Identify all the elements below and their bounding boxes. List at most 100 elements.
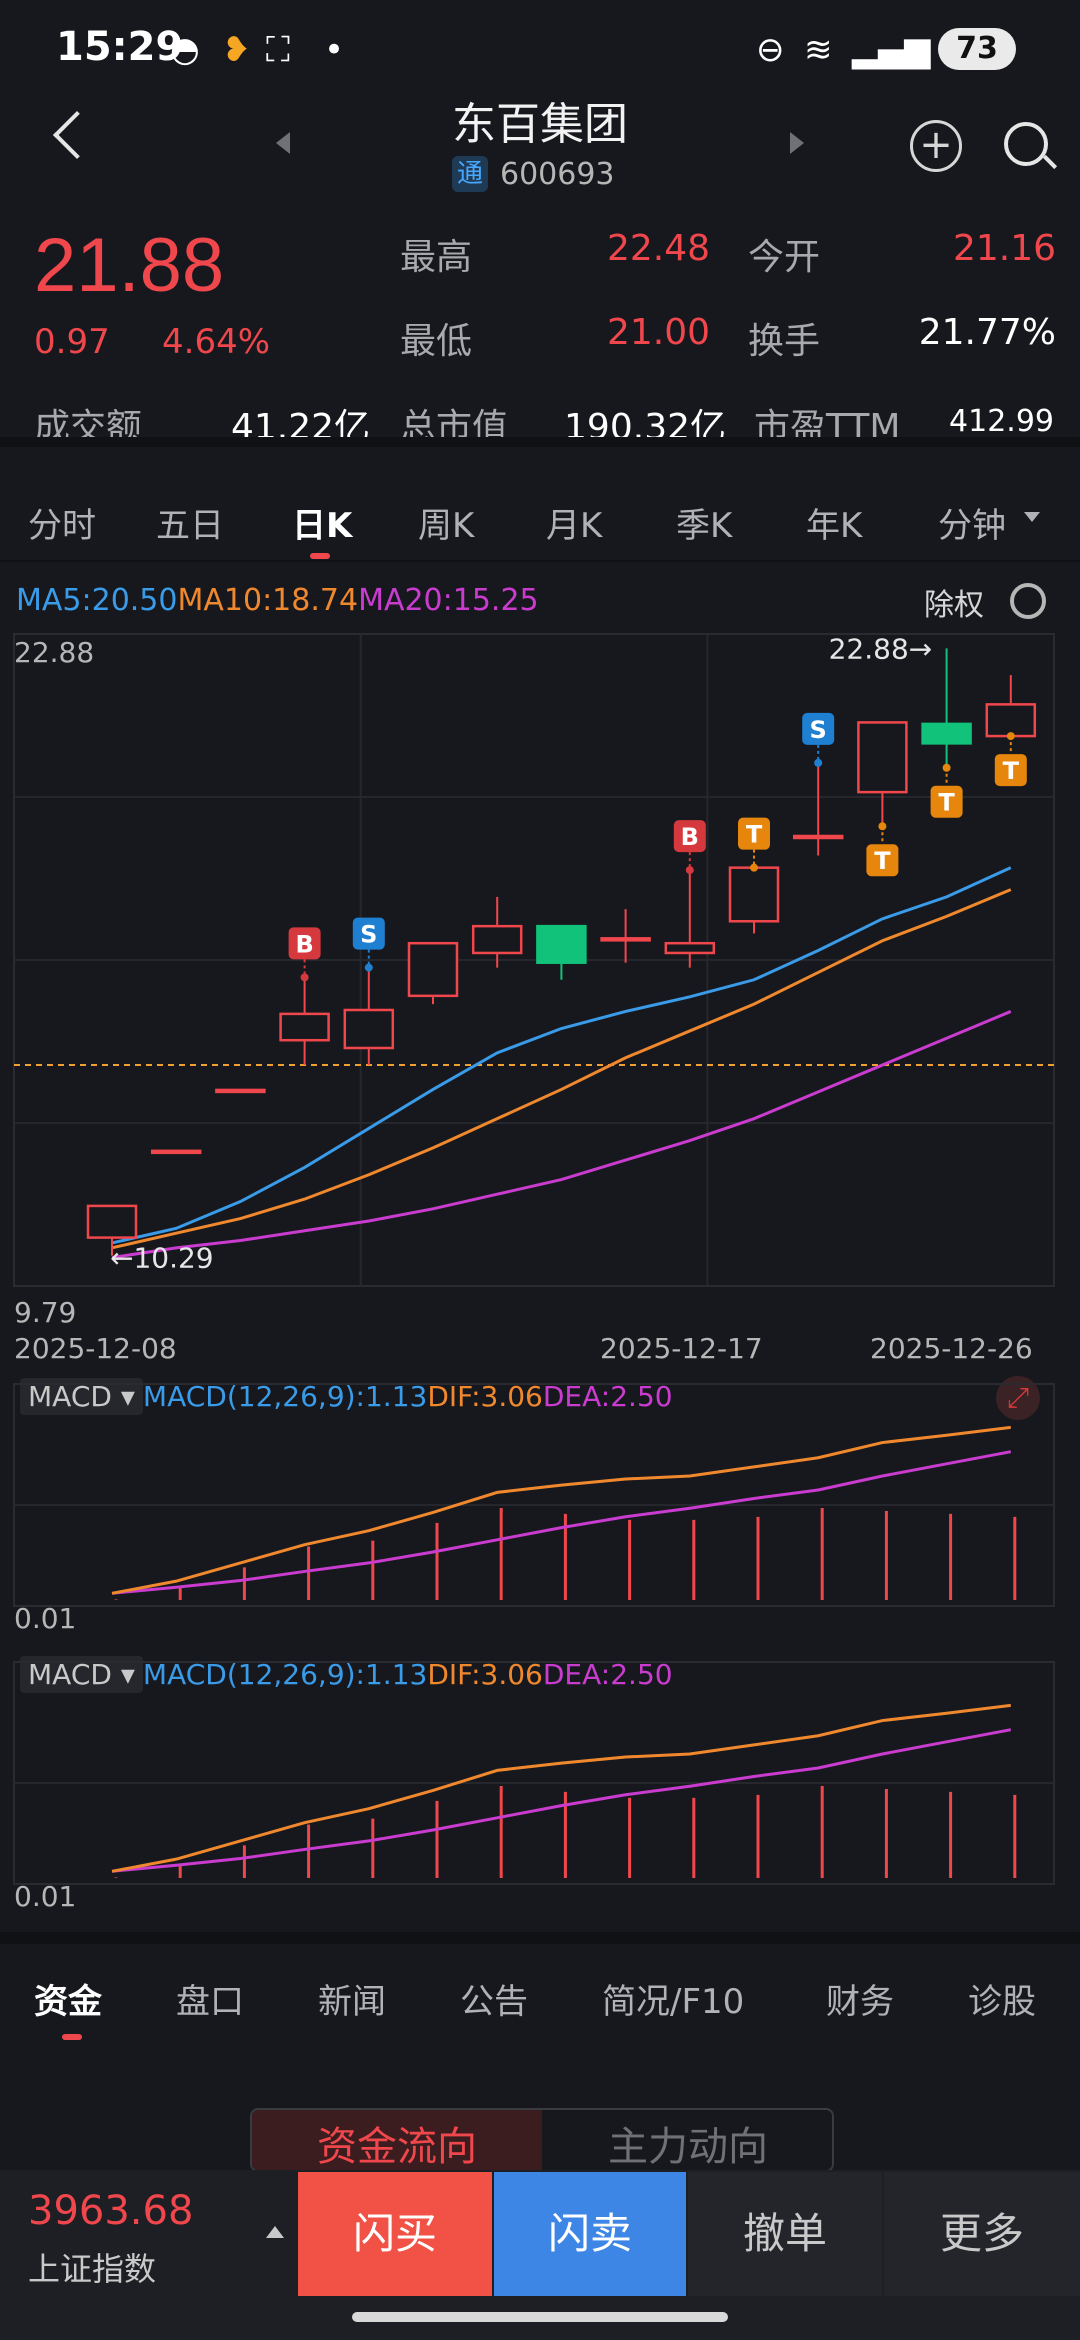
- macd1-bottom-label: 0.01: [14, 1602, 76, 1635]
- app-notification-icon: ◓: [170, 30, 200, 70]
- dif-line: [111, 1425, 1011, 1595]
- more-button[interactable]: 更多: [884, 2172, 1080, 2296]
- kline-chart[interactable]: 22.88 9.79 B S B T S T T T 22.88→ ←10.29: [0, 630, 1080, 1330]
- signal-badge: [866, 844, 899, 877]
- high-marker: 22.88→: [829, 632, 933, 665]
- status-bar: 15:29 ◓ ❥ ⛶ • ⊖ ≋ ▂▄▆ 73: [0, 0, 1080, 90]
- dif-line: [111, 1703, 1011, 1873]
- signal-badge: [673, 820, 706, 853]
- divider: [0, 437, 1080, 447]
- tab-funds[interactable]: 资金: [34, 1982, 102, 2022]
- candle: [921, 722, 972, 745]
- ma10-legend: MA10:18.74: [177, 583, 359, 618]
- dif-value-1: DIF:3.06: [427, 1380, 543, 1413]
- stock-name: 东百集团: [452, 99, 628, 150]
- y-bottom-label: 9.79: [14, 1296, 76, 1329]
- candle: [215, 1088, 266, 1094]
- segment-main-force[interactable]: 主力动向: [608, 2124, 768, 2170]
- tab-quarterly-k[interactable]: 季K: [676, 506, 733, 546]
- adjust-button[interactable]: 除权: [924, 588, 984, 623]
- tab-announcements[interactable]: 公告: [460, 1982, 528, 2022]
- tab-diagnosis[interactable]: 诊股: [968, 1982, 1036, 2022]
- x-label-start: 2025-12-08: [14, 1332, 177, 1365]
- signal-dot: [685, 866, 694, 875]
- divider: [0, 560, 1080, 562]
- add-watchlist-icon[interactable]: +: [910, 120, 962, 172]
- macd-legend-2: MACD ▾ MACD(12,26,9):1.13DIF:3.06DEA:2.50: [20, 1656, 673, 1693]
- candle: [407, 941, 459, 998]
- tab-monthly-k[interactable]: 月K: [546, 506, 603, 546]
- active-tab-indicator: [310, 553, 330, 559]
- signal-dot: [942, 763, 951, 772]
- high-label: 最高: [400, 237, 473, 278]
- index-value[interactable]: 3963.68: [28, 2188, 194, 2234]
- open-label: 今开: [748, 237, 821, 278]
- candle: [343, 1008, 395, 1050]
- flash-sell-button[interactable]: 闪卖: [494, 2172, 686, 2296]
- segment-fund-flow[interactable]: 资金流向: [252, 2110, 542, 2170]
- candle: [792, 834, 844, 840]
- high-value: 22.48: [606, 228, 710, 269]
- signal-badge: [802, 712, 835, 745]
- tab-financials[interactable]: 财务: [826, 1982, 894, 2022]
- tab-minute[interactable]: 分钟: [938, 506, 1006, 546]
- app-heart-icon: ❥: [222, 30, 251, 70]
- signal-dot: [814, 758, 823, 767]
- chevron-down-icon[interactable]: [1024, 512, 1040, 522]
- search-icon[interactable]: [1004, 122, 1048, 166]
- tab-intraday[interactable]: 分时: [28, 506, 96, 546]
- y-top-label: 22.88: [14, 636, 94, 669]
- battery-badge: 73: [938, 28, 1016, 70]
- status-time: 15:29: [56, 24, 184, 70]
- ma20-line: [111, 1010, 1012, 1260]
- dea-value-1: DEA:2.50: [542, 1380, 673, 1413]
- ma10-line: [111, 888, 1012, 1250]
- tab-orderbook[interactable]: 盘口: [176, 1982, 244, 2022]
- signal-badge: [288, 927, 321, 960]
- tab-weekly-k[interactable]: 周K: [418, 506, 475, 546]
- candle: [86, 1204, 138, 1239]
- candle: [728, 866, 780, 923]
- dif-value-2: DIF:3.06: [427, 1658, 543, 1691]
- flash-buy-button[interactable]: 闪买: [298, 2172, 492, 2296]
- x-label-mid: 2025-12-17: [600, 1332, 763, 1365]
- price-change-pct: 4.64%: [162, 322, 271, 362]
- signal-badge: [738, 817, 770, 850]
- tab-profile[interactable]: 简况/F10: [602, 1982, 745, 2022]
- index-name[interactable]: 上证指数: [28, 2250, 157, 2288]
- low-value: 21.00: [606, 312, 710, 353]
- pe-value: 412.99: [949, 404, 1054, 439]
- scan-icon: ⛶: [266, 30, 290, 70]
- signal-dot: [1006, 732, 1015, 741]
- dot-icon: •: [324, 30, 345, 70]
- signal-dot: [878, 822, 887, 831]
- next-stock-arrow-icon[interactable]: [790, 132, 804, 154]
- ma20-legend: MA20:15.25: [358, 583, 539, 618]
- dea-line: [111, 1728, 1012, 1873]
- home-indicator[interactable]: [352, 2312, 728, 2322]
- prev-stock-arrow-icon[interactable]: [276, 132, 290, 154]
- signal-label: B: [295, 930, 313, 958]
- tab-five-day[interactable]: 五日: [156, 506, 224, 546]
- signal-label: S: [360, 921, 377, 949]
- tab-yearly-k[interactable]: 年K: [806, 506, 863, 546]
- signal-badge: [352, 917, 385, 950]
- macd-chart-2[interactable]: 0.01: [0, 1648, 1080, 1918]
- low-marker: ←10.29: [110, 1242, 214, 1275]
- arrow-up-icon[interactable]: [266, 2226, 284, 2238]
- candle: [600, 937, 651, 942]
- cancel-order-button[interactable]: 撤单: [688, 2172, 882, 2296]
- tab-daily-k[interactable]: 日K: [292, 506, 353, 546]
- gear-icon[interactable]: [1010, 583, 1046, 619]
- candle: [471, 924, 523, 955]
- tab-news[interactable]: 新闻: [318, 1982, 386, 2022]
- macd-value-2: MACD(12,26,9):1.13: [142, 1658, 428, 1691]
- dnd-icon: ⊖: [756, 30, 785, 70]
- macd-value-1: MACD(12,26,9):1.13: [142, 1380, 428, 1413]
- wifi-icon: ≋: [804, 30, 833, 70]
- macd-chart-1[interactable]: 0.01: [0, 1370, 1080, 1640]
- divider: [0, 1932, 1080, 1944]
- candle: [985, 703, 1037, 738]
- macd-frame: [13, 1661, 1055, 1885]
- signal-dot: [364, 963, 373, 972]
